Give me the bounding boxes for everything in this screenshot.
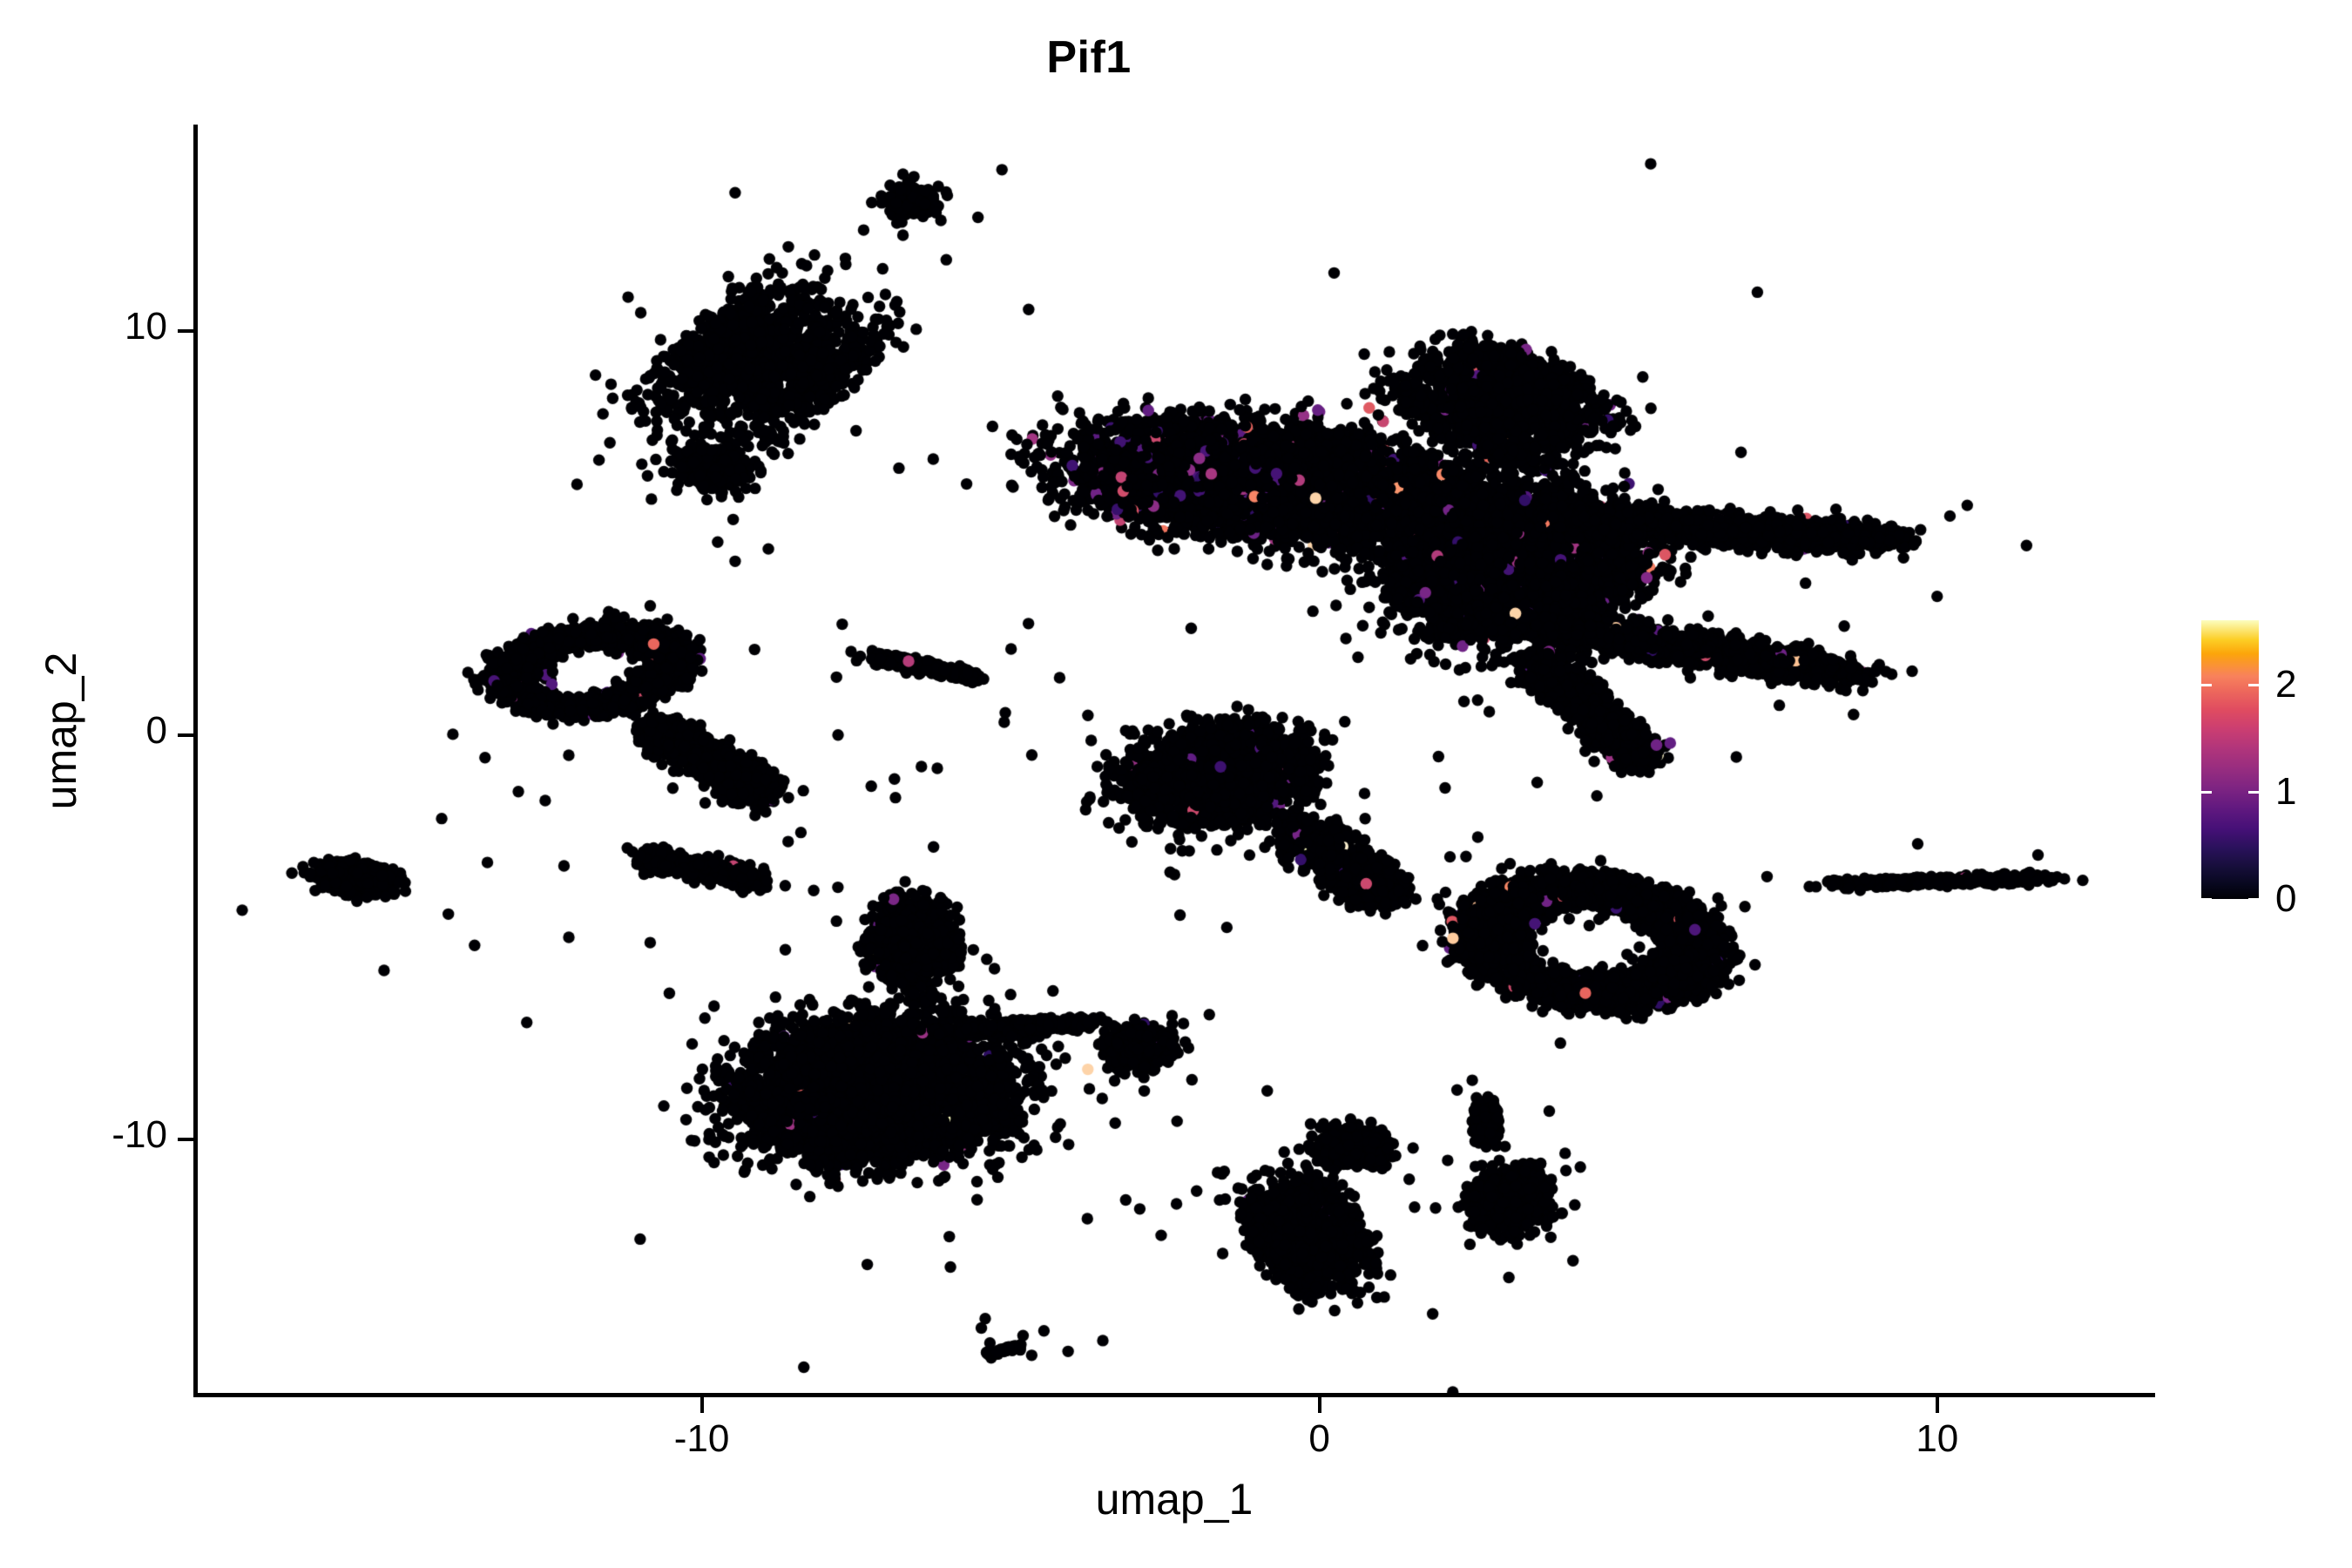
x-tick-mark <box>1935 1397 1939 1413</box>
colorbar-tick-mark <box>2248 898 2259 901</box>
y-axis-line <box>193 125 198 1397</box>
x-axis-label: umap_1 <box>1095 1475 1254 1524</box>
page-title: Pif1 <box>1046 32 1132 83</box>
colorbar-tick-mark <box>2201 898 2212 901</box>
y-tick-label: 0 <box>145 709 167 753</box>
colorbar-tick-mark <box>2248 683 2259 686</box>
colorbar-tick-mark <box>2201 683 2212 686</box>
x-tick-label: 10 <box>1916 1417 1959 1460</box>
colorbar-tick-label: 0 <box>2275 877 2297 920</box>
y-tick-mark <box>178 733 193 738</box>
colorbar-gradient <box>2201 620 2259 899</box>
colorbar-tick-mark <box>2248 790 2259 794</box>
umap-scatter-canvas <box>195 125 2153 1395</box>
color-legend: 0 1 2 <box>2195 610 2343 920</box>
y-tick-mark <box>178 1138 193 1142</box>
x-tick-mark <box>1317 1397 1321 1413</box>
x-axis-line <box>193 1393 2155 1397</box>
y-axis-label-wrapper: umap_2 <box>36 339 86 1123</box>
y-tick-label: 10 <box>125 304 167 348</box>
x-tick-mark <box>700 1397 704 1413</box>
colorbar-tick-mark <box>2201 790 2212 794</box>
colorbar-tick-label: 1 <box>2275 769 2297 813</box>
y-axis-label: umap_2 <box>37 652 85 810</box>
colorbar-tick-label: 2 <box>2275 662 2297 706</box>
y-tick-label: -10 <box>112 1113 167 1157</box>
x-tick-label: 0 <box>1308 1417 1330 1460</box>
x-tick-label: -10 <box>673 1417 730 1460</box>
y-tick-mark <box>178 328 193 333</box>
